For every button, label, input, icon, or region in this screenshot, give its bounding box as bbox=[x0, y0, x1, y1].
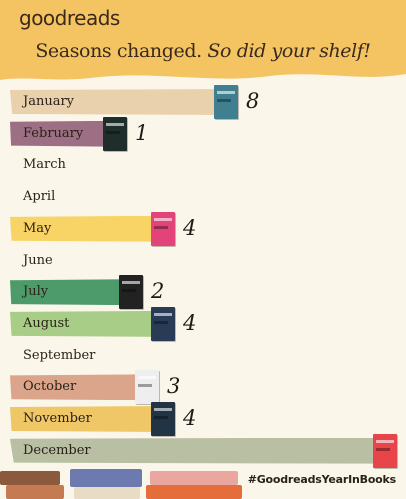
month-count-label: 8 bbox=[246, 89, 260, 113]
month-bar bbox=[10, 406, 165, 432]
stack-book bbox=[146, 485, 242, 499]
month-bar bbox=[10, 310, 165, 337]
book-cover-thumbnail[interactable] bbox=[151, 402, 175, 436]
book-cover-thumbnail[interactable] bbox=[214, 85, 238, 119]
headline-part2: So did your shelf! bbox=[207, 40, 371, 62]
month-label: April bbox=[23, 189, 56, 205]
stack-book bbox=[6, 485, 64, 499]
book-cover-thumbnail[interactable] bbox=[151, 306, 175, 341]
month-label: February bbox=[23, 125, 84, 141]
month-bar bbox=[10, 279, 133, 306]
month-count-label: 1 bbox=[135, 120, 149, 145]
goodreads-logo: goodreads bbox=[19, 6, 120, 30]
hashtag: #GoodreadsYearInBooks bbox=[247, 473, 397, 486]
month-count-label: 4 bbox=[183, 215, 197, 240]
month-label: July bbox=[23, 284, 49, 300]
book-cover-thumbnail[interactable] bbox=[373, 433, 397, 468]
month-label: December bbox=[23, 442, 91, 458]
header-banner: goodreads Seasons changed. So did your s… bbox=[0, 0, 406, 86]
month-label: October bbox=[23, 379, 77, 395]
month-label: January bbox=[23, 94, 75, 109]
month-row: 1 February bbox=[0, 116, 406, 151]
month-label: May bbox=[23, 220, 52, 236]
stack-book bbox=[70, 469, 142, 487]
month-row: 8 January bbox=[0, 85, 406, 119]
month-label: June bbox=[23, 252, 53, 268]
month-bar bbox=[10, 374, 149, 401]
page-title: Seasons changed. So did your shelf! bbox=[0, 40, 406, 62]
month-row: April bbox=[0, 184, 406, 210]
month-row: 3 October bbox=[0, 370, 406, 405]
month-row: 2 July bbox=[0, 275, 406, 310]
month-row: 4 August bbox=[0, 306, 406, 341]
stack-book bbox=[74, 487, 140, 499]
header-wave bbox=[0, 0, 406, 80]
month-label: September bbox=[23, 347, 96, 363]
month-count-label: 4 bbox=[183, 406, 197, 430]
book-cover-thumbnail[interactable] bbox=[151, 211, 175, 246]
stack-book bbox=[150, 471, 238, 485]
month-count-label: 2 bbox=[151, 279, 165, 304]
month-bar bbox=[10, 437, 387, 464]
month-count-label: 3 bbox=[167, 374, 181, 399]
book-cover-thumbnail[interactable] bbox=[103, 116, 127, 151]
month-bar bbox=[10, 120, 117, 147]
month-row: 4 November bbox=[0, 402, 406, 436]
month-label: March bbox=[23, 157, 66, 173]
month-row: 4 May bbox=[0, 211, 406, 246]
headline-part1: Seasons changed. bbox=[35, 40, 202, 62]
month-bar bbox=[10, 89, 228, 115]
month-label: November bbox=[23, 411, 92, 426]
month-label: August bbox=[23, 315, 70, 331]
month-row: March bbox=[0, 152, 406, 178]
month-count-label: 4 bbox=[183, 310, 197, 335]
month-row: September bbox=[0, 343, 406, 369]
stack-book bbox=[0, 471, 60, 485]
month-row: June bbox=[0, 248, 406, 274]
month-bar bbox=[10, 215, 165, 242]
month-row: 18December bbox=[0, 433, 406, 468]
book-cover-thumbnail[interactable] bbox=[135, 370, 159, 405]
book-cover-thumbnail[interactable] bbox=[119, 275, 143, 310]
